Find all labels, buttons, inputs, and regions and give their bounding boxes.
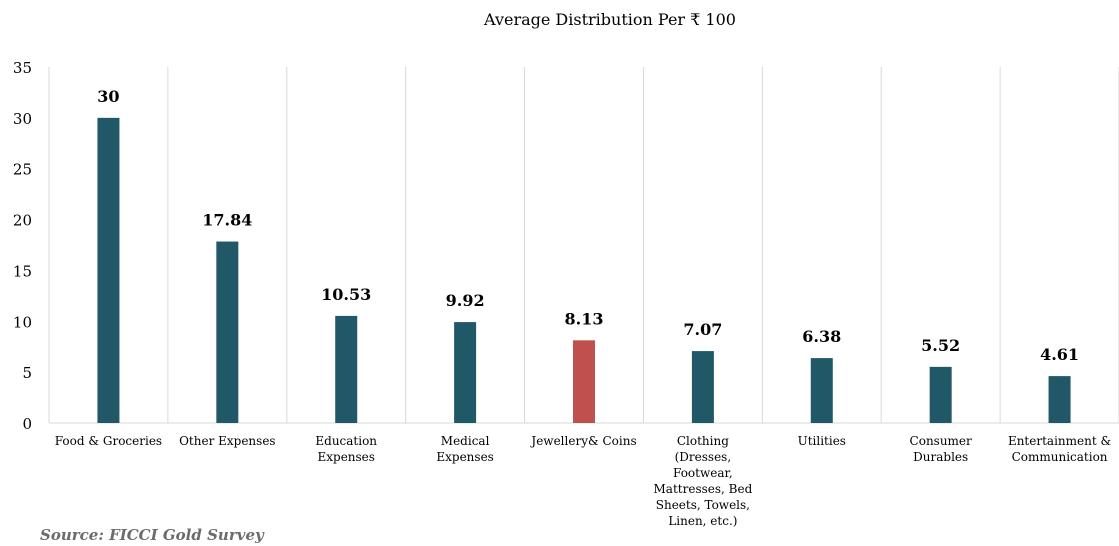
x-tick-label: Other Expenses xyxy=(179,434,276,448)
x-tick-label: Jewellery& Coins xyxy=(529,434,636,448)
x-tick-label: Clothing (Dresses, Footwear, Mattresses, Be… xyxy=(654,434,753,528)
data-label: 5.52 xyxy=(921,336,960,355)
bar xyxy=(1048,376,1071,423)
y-tick-label: 0 xyxy=(22,415,32,433)
data-label: 9.92 xyxy=(446,291,485,310)
data-label: 17.84 xyxy=(202,211,252,230)
x-tick-label: Consumer Durables xyxy=(910,434,973,464)
x-tick-label: Utilities xyxy=(798,434,846,448)
x-tick-label: Food & Groceries xyxy=(55,434,162,448)
y-tick-label: 5 xyxy=(22,364,32,382)
y-tick-label: 30 xyxy=(13,110,32,128)
x-tick-label: Entertainment & Communication xyxy=(1008,434,1112,464)
y-tick-label: 10 xyxy=(13,313,32,331)
data-label: 4.61 xyxy=(1040,345,1079,364)
y-tick-label: 15 xyxy=(13,262,32,280)
bar xyxy=(335,315,358,423)
bar xyxy=(216,241,239,423)
bar xyxy=(97,117,120,423)
y-tick-label: 25 xyxy=(13,161,32,179)
bar xyxy=(691,351,714,423)
data-label: 7.07 xyxy=(683,320,722,339)
bar xyxy=(929,366,952,423)
data-label: 6.38 xyxy=(802,327,841,346)
y-tick-label: 20 xyxy=(13,212,32,230)
chart-title: Average Distribution Per ₹ 100 xyxy=(484,10,736,29)
source-note: Source: FICCI Gold Survey xyxy=(40,526,264,544)
bar xyxy=(573,340,595,423)
data-label: 30 xyxy=(97,87,119,106)
x-tick-label: Education Expenses xyxy=(315,434,377,464)
data-label: 8.13 xyxy=(565,309,604,328)
data-label: 10.53 xyxy=(321,285,371,304)
y-tick-label: 35 xyxy=(13,59,32,77)
x-tick-label: Medical Expenses xyxy=(436,434,493,464)
bar xyxy=(454,322,477,423)
bar xyxy=(810,358,833,423)
